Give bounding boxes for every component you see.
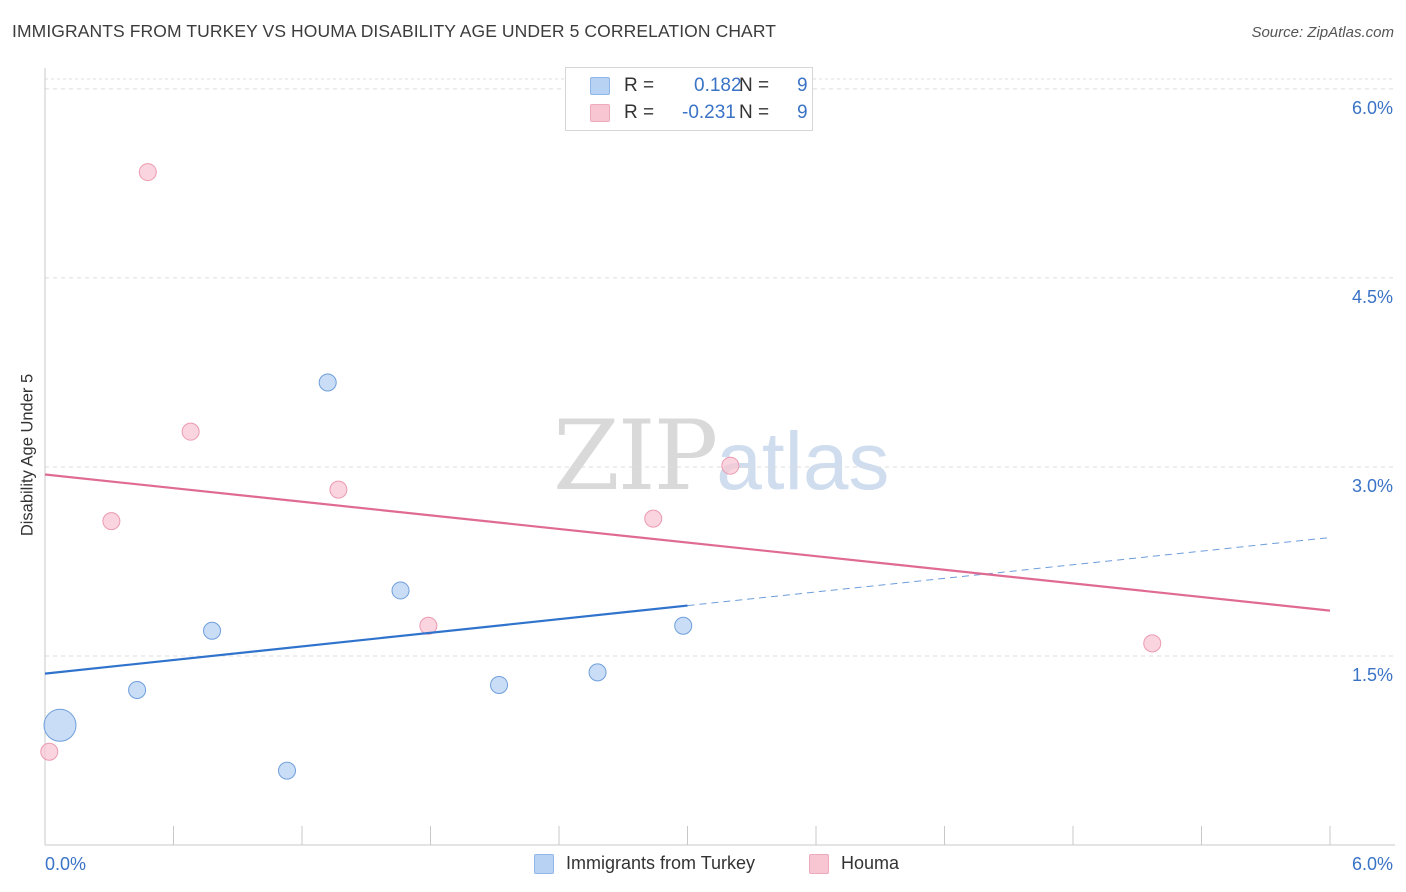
turkey-trend-extension (687, 537, 1331, 607)
x-tick-label: 6.0% (1352, 854, 1393, 874)
y-axis-title: Disability Age Under 5 (18, 373, 37, 537)
turkey-point (391, 581, 410, 600)
houma-point (644, 509, 663, 528)
legend-swatch-turkey (590, 77, 610, 95)
turkey-point (674, 616, 693, 635)
houma-point (181, 422, 200, 441)
turkey-point (43, 708, 77, 742)
houma-point (138, 163, 157, 182)
legend-n-label: N = (739, 102, 770, 123)
y-tick-label: 3.0% (1352, 476, 1393, 496)
watermark: ZIPatlas (553, 400, 889, 512)
turkey-point (128, 681, 147, 699)
legend-r-value: -0.231 (682, 102, 736, 123)
turkey-trend-line (44, 604, 688, 675)
turkey-point (588, 663, 607, 682)
chart-title: IMMIGRANTS FROM TURKEY VS HOUMA DISABILI… (12, 21, 777, 41)
houma-point (102, 512, 121, 531)
bottom-legend-label-houma: Houma (841, 853, 900, 873)
legend-r-label: R = (624, 75, 655, 96)
bottom-legend-swatch-houma (809, 854, 829, 874)
turkey-point (318, 373, 337, 392)
legend-r-label: R = (624, 102, 655, 123)
bottom-legend-swatch-turkey (534, 854, 554, 874)
turkey-point (278, 761, 297, 780)
x-tick-label: 0.0% (45, 854, 86, 874)
turkey-point (203, 621, 222, 640)
houma-point (329, 480, 348, 499)
houma-point (1143, 634, 1162, 653)
y-tick-label: 1.5% (1352, 665, 1393, 685)
bottom-legend-label-turkey: Immigrants from Turkey (566, 853, 756, 873)
houma-point (419, 616, 438, 635)
watermark-atlas: atlas (716, 416, 890, 507)
source-label: Source: ZipAtlas.com (1251, 24, 1394, 41)
legend-r-value: 0.182 (694, 75, 742, 96)
houma-point (721, 456, 740, 475)
legend-n-value: 9 (797, 102, 808, 123)
houma-trend-line (44, 473, 1331, 612)
houma-point (40, 742, 59, 761)
y-tick-label: 6.0% (1352, 98, 1393, 118)
correlation-legend: R = 0.182 N = 9 R = -0.231 N = 9 (565, 67, 813, 131)
legend-n-label: N = (739, 75, 770, 96)
watermark-zip: ZIP (553, 400, 718, 512)
legend-swatch-houma (590, 104, 610, 122)
legend-n-value: 9 (797, 75, 808, 96)
turkey-point (490, 675, 509, 694)
y-tick-label: 4.5% (1352, 287, 1393, 307)
